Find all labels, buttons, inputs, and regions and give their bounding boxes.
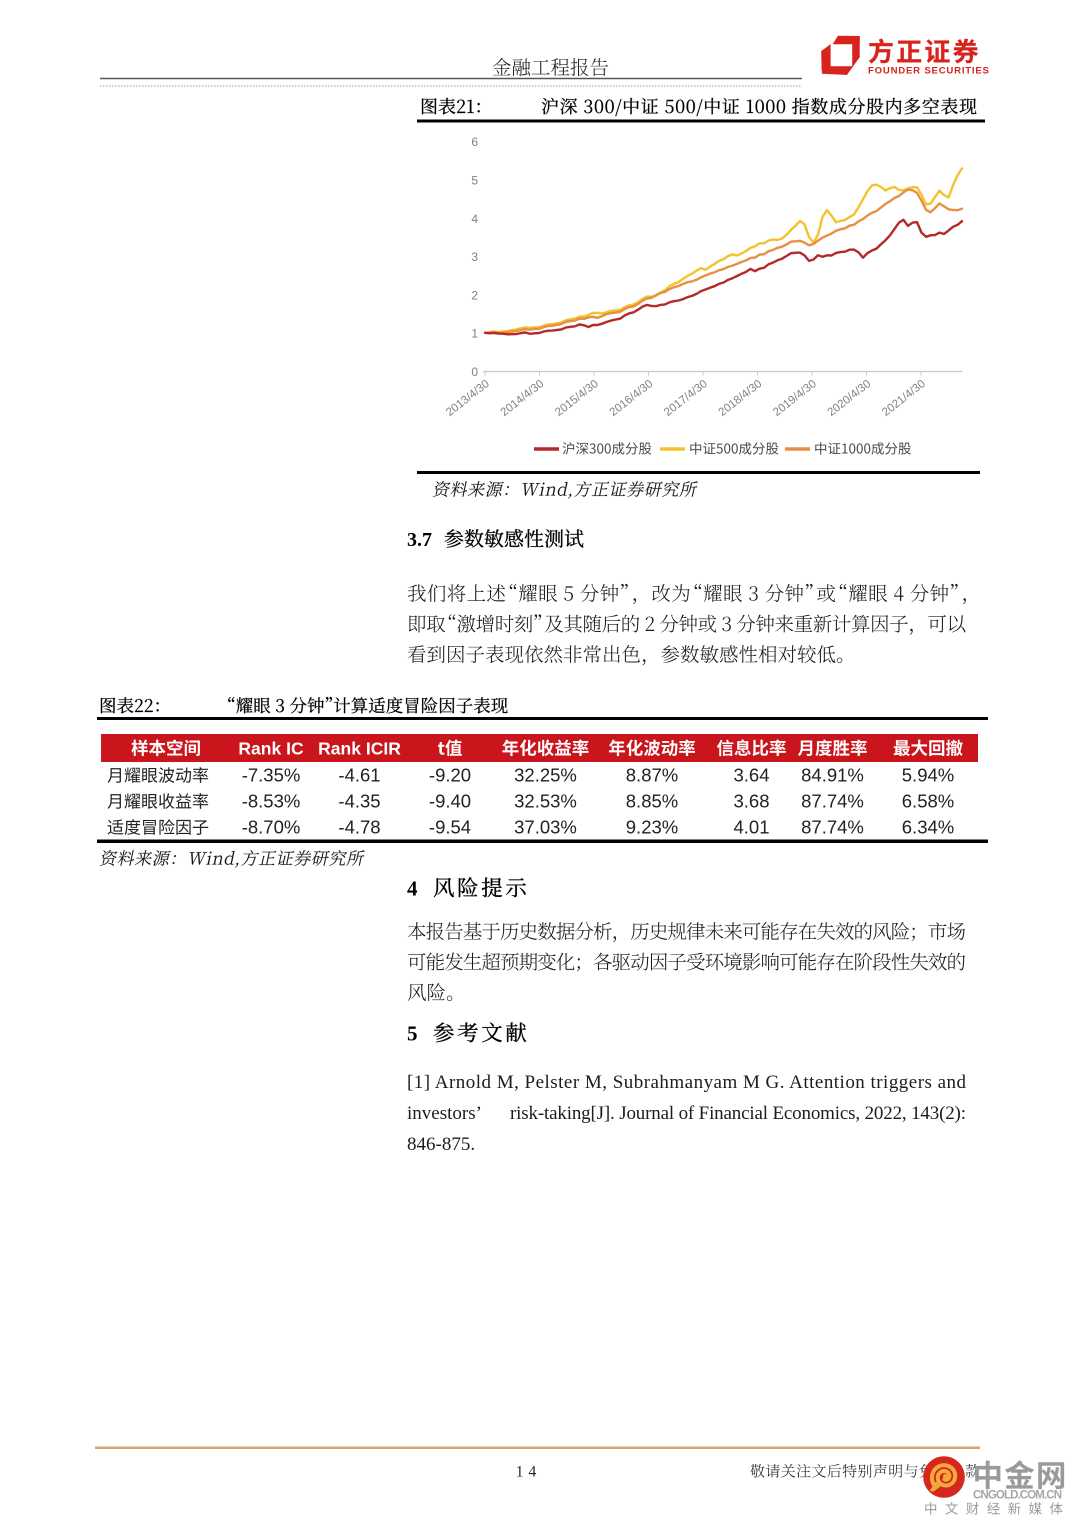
svg-text:87.74%: 87.74% (801, 791, 864, 812)
svg-text:6: 6 (471, 135, 478, 149)
svg-text:2: 2 (471, 288, 478, 302)
svg-text:-4.35: -4.35 (338, 791, 380, 812)
svg-text:846-875.: 846-875. (407, 1134, 475, 1155)
svg-text:32.53%: 32.53% (514, 791, 577, 812)
svg-text:5: 5 (471, 174, 478, 188)
svg-text:-4.61: -4.61 (338, 765, 380, 786)
svg-text:0: 0 (471, 365, 478, 379)
svg-text:6.58%: 6.58% (902, 791, 954, 812)
svg-text:9.23%: 9.23% (626, 817, 678, 838)
svg-text:-8.53%: -8.53% (242, 791, 301, 812)
svg-text:8.87%: 8.87% (626, 765, 678, 786)
svg-text:4.01: 4.01 (733, 817, 769, 838)
svg-text:[1] Arnold M, Pelster M, Subra: [1] Arnold M, Pelster M, Subrahmanyam M … (407, 1072, 967, 1093)
svg-text:Rank ICIR: Rank ICIR (318, 739, 401, 759)
svg-text:3: 3 (471, 250, 478, 264)
svg-text:8.85%: 8.85% (626, 791, 678, 812)
svg-text:84.91%: 84.91% (801, 765, 864, 786)
svg-text:-4.78: -4.78 (338, 817, 380, 838)
svg-text:6.34%: 6.34% (902, 817, 954, 838)
svg-text:Rank IC: Rank IC (238, 739, 304, 759)
svg-text:3.68: 3.68 (733, 791, 769, 812)
svg-text:32.25%: 32.25% (514, 765, 577, 786)
svg-text:risk-taking[J]. Journal of Fin: risk-taking[J]. Journal of Financial Eco… (510, 1103, 966, 1124)
svg-text:CNGOLD.COM.CN: CNGOLD.COM.CN (973, 1490, 1062, 1502)
svg-text:5: 5 (407, 1022, 418, 1046)
svg-text:87.74%: 87.74% (801, 817, 864, 838)
svg-text:investors’: investors’ (407, 1103, 482, 1124)
svg-text:4: 4 (407, 877, 418, 901)
svg-text:3.7: 3.7 (407, 529, 432, 551)
svg-text:-8.70%: -8.70% (242, 817, 301, 838)
svg-text:3.64: 3.64 (733, 765, 769, 786)
svg-text:FOUNDER SECURITIES: FOUNDER SECURITIES (868, 66, 990, 77)
svg-text:-9.20: -9.20 (429, 765, 471, 786)
svg-text:37.03%: 37.03% (514, 817, 577, 838)
svg-text:-7.35%: -7.35% (242, 765, 301, 786)
svg-text:14: 14 (516, 1464, 542, 1481)
svg-text:1: 1 (471, 327, 478, 341)
svg-text:-9.40: -9.40 (429, 791, 471, 812)
svg-text:5.94%: 5.94% (902, 765, 954, 786)
svg-text:4: 4 (471, 212, 478, 226)
svg-text:-9.54: -9.54 (429, 817, 471, 838)
